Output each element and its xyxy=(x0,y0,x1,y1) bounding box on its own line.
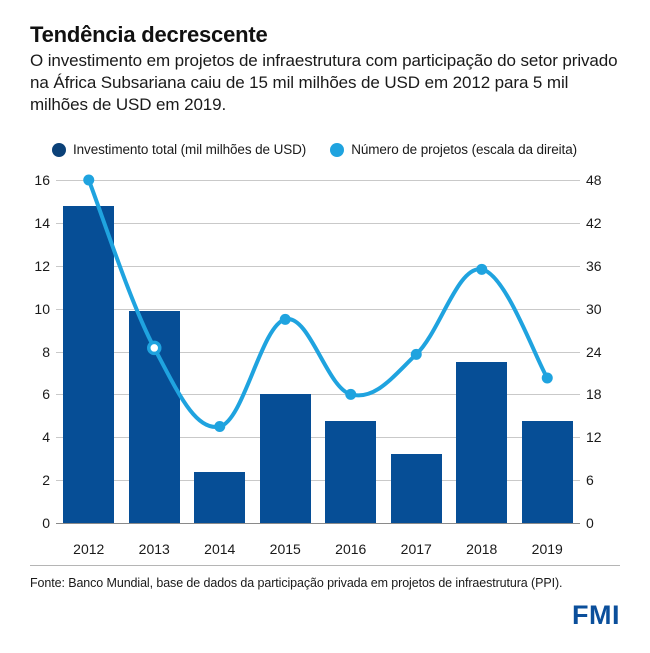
chart-legend: Investimento total (mil milhões de USD) … xyxy=(52,142,577,157)
bar-2012 xyxy=(63,205,115,523)
gridline xyxy=(56,308,580,310)
x-tick-2013: 2013 xyxy=(138,541,170,557)
y-tick-right: 12 xyxy=(586,429,602,446)
legend-item-projects: Número de projetos (escala da direita) xyxy=(330,142,577,157)
y-tick-right: 48 xyxy=(586,172,602,188)
page-title: Tendência decrescente xyxy=(30,22,268,47)
bar-2015 xyxy=(259,394,311,523)
line-marker-2013 xyxy=(147,340,162,356)
legend-dot-line-icon xyxy=(330,142,345,157)
x-tick-2014: 2014 xyxy=(204,541,236,557)
header: Tendência decrescente O investimento em … xyxy=(30,22,630,117)
line-marker-2012 xyxy=(83,174,95,186)
page-subtitle: O investimento em projetos de infraestru… xyxy=(30,51,618,115)
line-path xyxy=(86,178,550,429)
x-tick-2016: 2016 xyxy=(335,541,367,557)
x-tick-2019: 2019 xyxy=(531,541,563,557)
y-axis-right: 0 6 12 18 24 30 36 42 48 xyxy=(586,170,626,535)
bar-2019 xyxy=(521,421,573,523)
y-tick-right: 36 xyxy=(586,257,602,274)
legend-label-projects: Número de projetos (escala da direita) xyxy=(351,142,577,157)
chart-area: 0 2 4 6 8 10 12 14 16 0 6 12 18 24 30 36 42 48 2012 2013 2… xyxy=(0,170,650,557)
y-tick-left: 12 xyxy=(34,257,50,274)
x-tick-2015: 2015 xyxy=(269,541,301,557)
y-tick-left: 4 xyxy=(42,429,50,446)
line-marker-2014 xyxy=(214,421,226,433)
gridline xyxy=(56,222,580,224)
y-axis-left: 0 2 4 6 8 10 12 14 16 xyxy=(22,170,50,535)
x-tick-2012: 2012 xyxy=(73,541,105,557)
gridline xyxy=(56,265,580,267)
gridline xyxy=(56,523,580,524)
line-series xyxy=(83,174,553,433)
x-tick-2018: 2018 xyxy=(466,541,498,557)
x-axis: 2012 2013 2014 2015 2016 2017 2018 2019 xyxy=(56,533,580,563)
y-tick-left: 0 xyxy=(42,515,50,531)
y-tick-left: 8 xyxy=(42,343,50,360)
gridline xyxy=(56,180,580,181)
y-tick-right: 42 xyxy=(586,214,602,231)
line-marker-2018 xyxy=(476,263,488,275)
legend-dot-bars-icon xyxy=(52,142,66,157)
bar-2018 xyxy=(456,362,508,523)
y-tick-right: 24 xyxy=(586,343,602,360)
y-tick-left: 16 xyxy=(34,172,50,188)
bar-2016 xyxy=(325,421,377,523)
plot-area xyxy=(56,174,580,524)
y-tick-right: 6 xyxy=(586,472,594,489)
y-tick-left: 10 xyxy=(34,300,50,317)
line-marker-2016 xyxy=(345,388,357,400)
source-note: Fonte: Banco Mundial, base de dados da p… xyxy=(30,576,563,590)
legend-label-investment: Investimento total (mil milhões de USD) xyxy=(73,142,307,157)
x-tick-2017: 2017 xyxy=(400,541,432,557)
y-tick-left: 6 xyxy=(42,386,50,403)
y-tick-right: 30 xyxy=(586,300,602,317)
y-tick-right: 0 xyxy=(586,515,594,531)
brand-logo: FMI xyxy=(572,600,620,630)
gridline xyxy=(56,394,580,396)
gridline xyxy=(56,437,580,439)
bar-2017 xyxy=(390,454,442,523)
gridline xyxy=(56,480,580,482)
bar-series xyxy=(56,180,580,523)
y-tick-left: 14 xyxy=(34,214,50,231)
legend-item-investment: Investimento total (mil milhões de USD) xyxy=(52,142,306,157)
bar-2014 xyxy=(194,471,246,523)
line-marker-2017 xyxy=(410,348,422,360)
line-marker-2019 xyxy=(541,372,553,384)
y-tick-right: 18 xyxy=(586,386,602,403)
y-tick-left: 2 xyxy=(42,472,50,489)
line-marker-2015 xyxy=(279,313,291,325)
footer-divider xyxy=(30,565,620,566)
